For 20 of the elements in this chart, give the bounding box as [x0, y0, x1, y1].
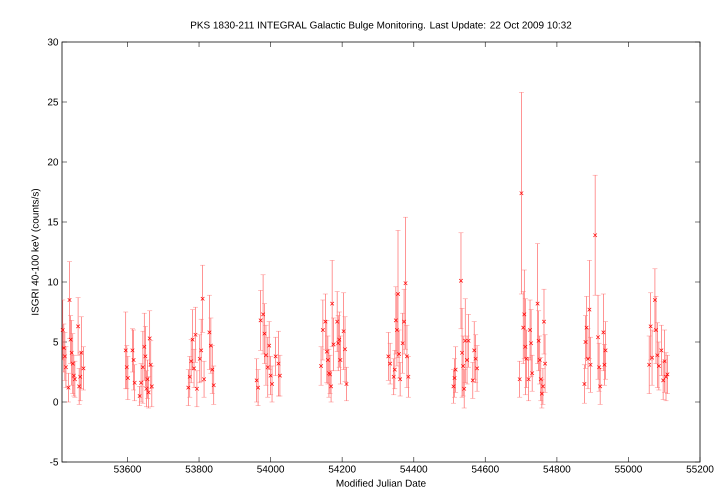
chart-title: PKS 1830-211 INTEGRAL Galactic Bulge Monitoring. Last Update: 22 Oct 2009 10:32 [191, 21, 572, 30]
x-tick-label: 55000 [614, 466, 642, 473]
y-tick-label: 25 [48, 98, 58, 106]
y-tick-label: 5 [53, 338, 58, 346]
y-tick-label: -5 [50, 458, 58, 466]
x-tick-label: 54400 [400, 466, 428, 473]
y-tick-label: 10 [48, 278, 58, 286]
y-tick-label: 20 [48, 158, 58, 166]
y-tick-label: 15 [48, 218, 58, 226]
x-axis-title: Modified Julian Date [336, 479, 426, 487]
x-tick-label: 54200 [328, 466, 356, 473]
x-tick-label: 53600 [114, 466, 141, 473]
y-axis-title: ISGRI 40-100 keV (counts/s) [31, 188, 41, 315]
x-tick-label: 53800 [186, 466, 213, 473]
x-tick-label: 54600 [472, 466, 499, 473]
y-tick-label: 30 [48, 38, 58, 46]
y-tick-label: 0 [53, 398, 58, 406]
x-tick-label: 54000 [257, 466, 284, 473]
x-tick-label: 55200 [686, 466, 714, 473]
x-tick-label: 54800 [543, 466, 570, 473]
